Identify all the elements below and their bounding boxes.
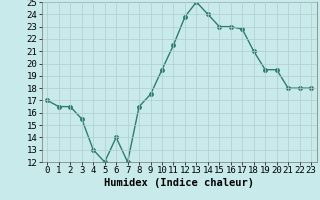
X-axis label: Humidex (Indice chaleur): Humidex (Indice chaleur) <box>104 178 254 188</box>
